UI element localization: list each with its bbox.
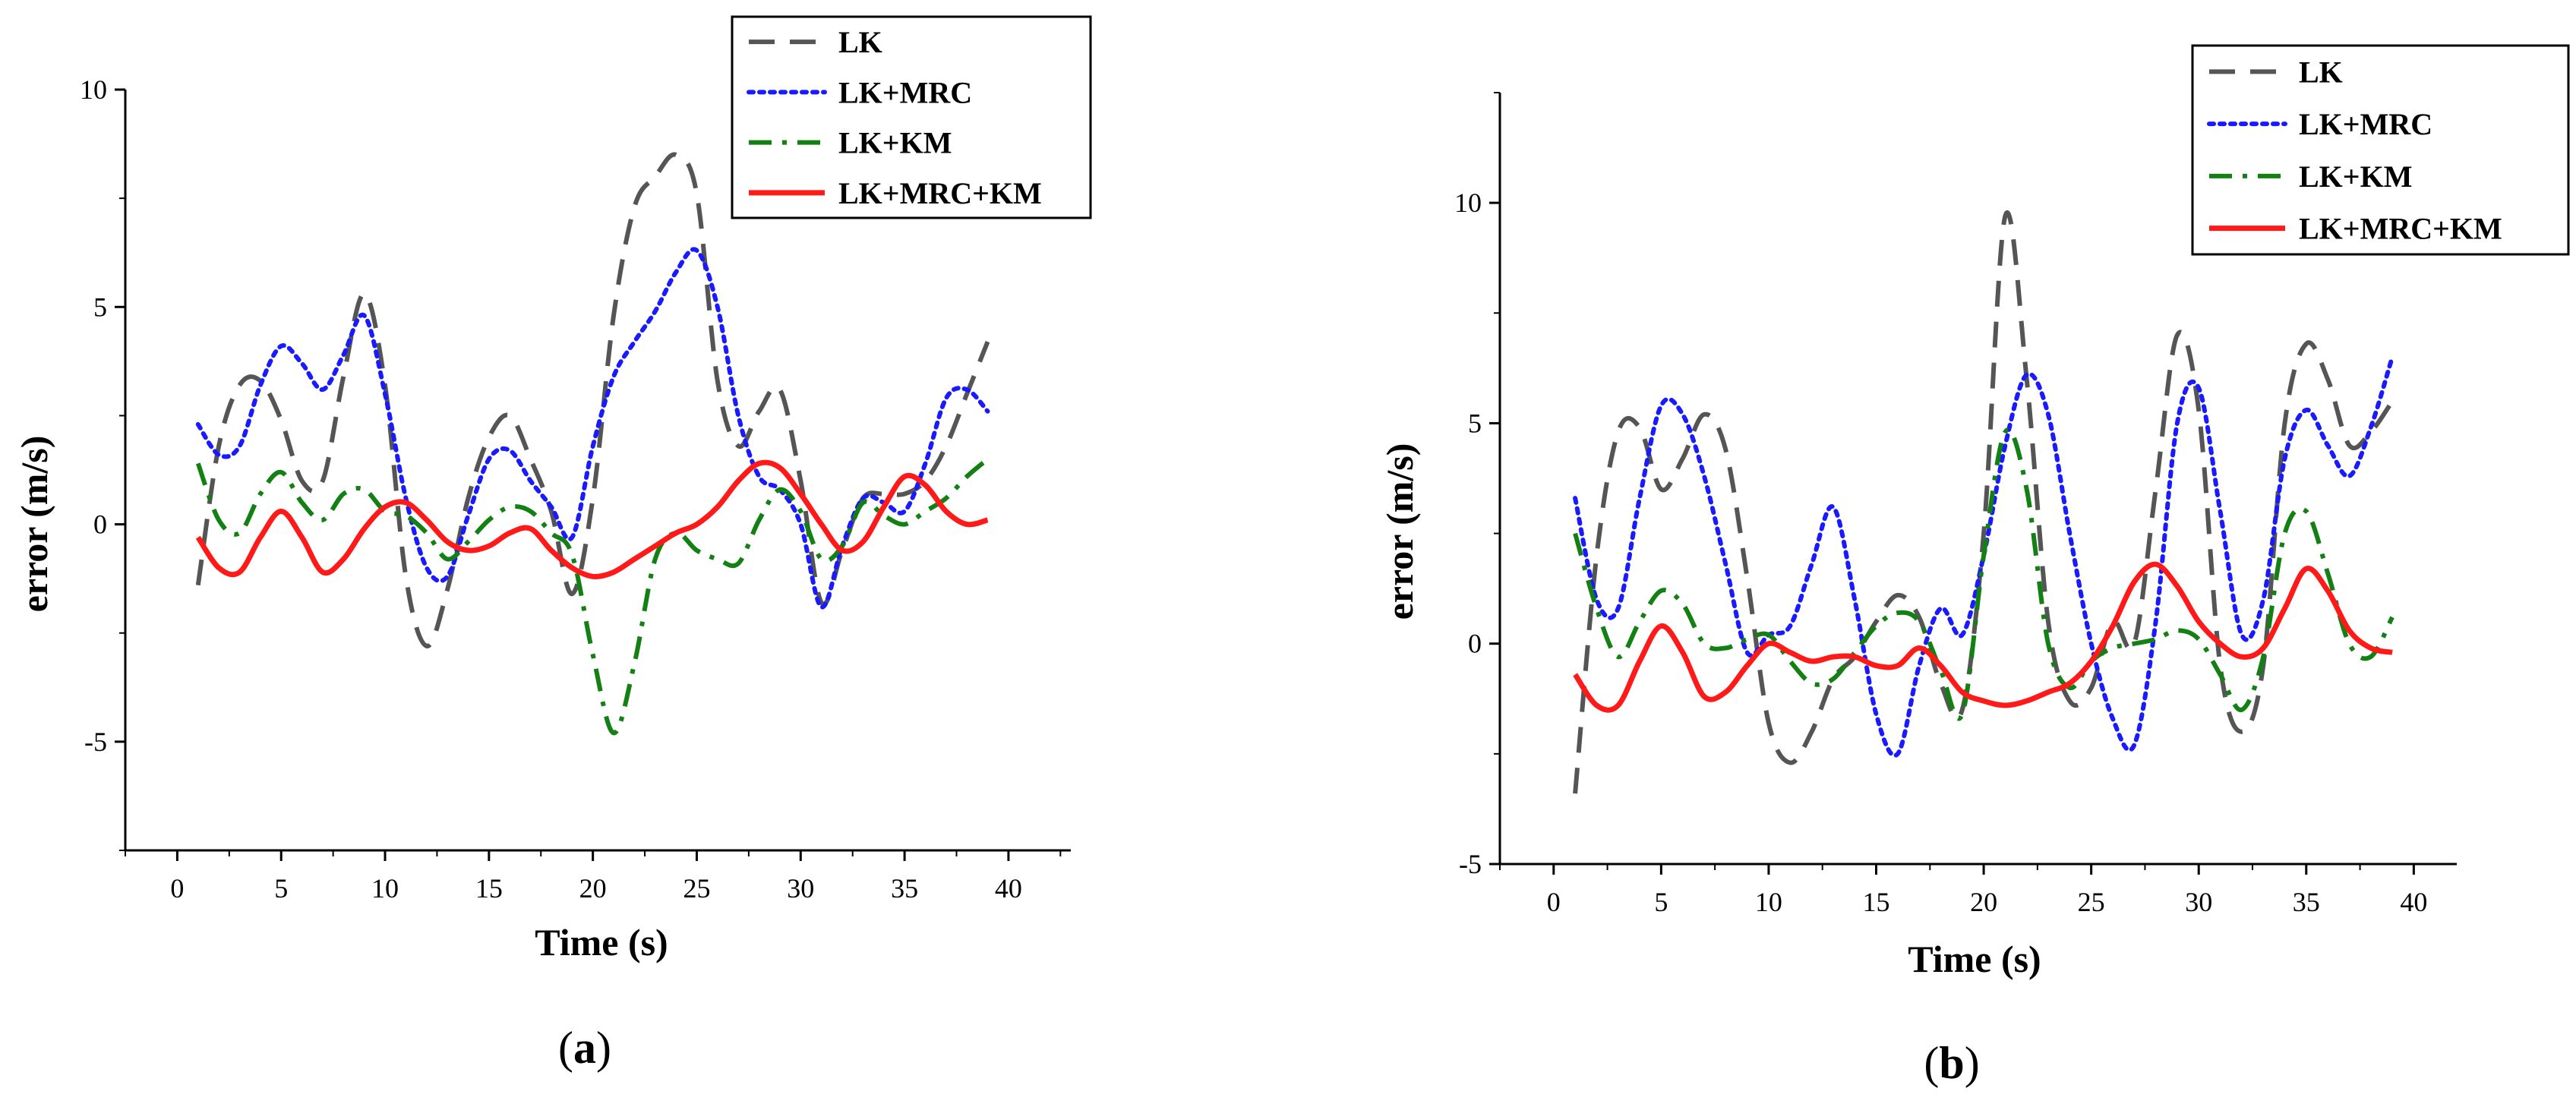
chart0-x-tick-label: 25 — [683, 873, 710, 904]
chart1-series-lk-mrc-km — [1573, 561, 2393, 713]
chart1-x-tick-label: 40 — [2400, 887, 2427, 917]
chart1-legend-label: LK — [2299, 55, 2343, 89]
chart0-x-tick-label: 10 — [371, 873, 399, 904]
chart0-legend-label: LK+MRC — [838, 75, 972, 109]
panel-a: 0 5 10 15 20 25 30 35 40 -5 0 5 10 Time (s) error (m/s… — [13, 15, 1092, 1073]
chart0-series-lk-mrc — [195, 247, 990, 610]
chart0-legend-label: LK+KM — [838, 126, 952, 160]
chart0-panel-label: (a) — [558, 1023, 611, 1073]
chart0-y-tick-label: 10 — [80, 74, 107, 105]
chart0-y-tick-label: 5 — [93, 292, 107, 322]
chart0-x-tick-label: 30 — [787, 873, 814, 904]
chart1-x-tick-label: 35 — [2293, 887, 2320, 917]
chart1-series-lk — [1573, 210, 2394, 794]
chart0-x-tick-label: 15 — [475, 873, 503, 904]
chart0-x-tick-label: 35 — [891, 873, 918, 904]
chart0-x-tick-label: 20 — [579, 873, 607, 904]
chart1-panel-label: (b) — [1924, 1038, 1979, 1088]
chart1-x-tick-label: 25 — [2078, 887, 2105, 917]
chart0-series-lk-km — [195, 457, 990, 736]
chart1-legend — [2191, 44, 2570, 256]
chart0-x-axis-label: Time (s) — [535, 921, 668, 964]
chart1-y-tick-label: -5 — [1459, 849, 1482, 879]
chart0-legend — [731, 15, 1092, 219]
chart1-x-tick-label: 0 — [1547, 887, 1561, 917]
chart1-x-tick-label: 30 — [2185, 887, 2212, 917]
chart0-series-lk-mrc-km — [195, 459, 989, 579]
chart1-x-tick-label: 20 — [1970, 887, 1997, 917]
chart1-x-tick-label: 15 — [1863, 887, 1890, 917]
chart0-series-lk — [195, 152, 990, 648]
chart0-y-tick-label: 0 — [93, 509, 107, 540]
chart1-legend-label: LK+MRC+KM — [2299, 212, 2502, 246]
chart1-legend-label: LK+KM — [2299, 159, 2412, 194]
chart0-x-tick-label: 40 — [995, 873, 1022, 904]
chart0-legend-label: LK+MRC+KM — [838, 176, 1042, 210]
chart1-series-lk-km — [1573, 427, 2394, 721]
chart1-x-tick-label: 10 — [1755, 887, 1782, 917]
chart1-x-tick-label: 5 — [1654, 887, 1668, 917]
chart1-y-axis-label: error (m/s) — [1378, 443, 1421, 620]
chart1-y-tick-label: 10 — [1454, 188, 1482, 218]
chart0-x-tick-label: 0 — [170, 873, 184, 904]
chart0-y-axis-label: error (m/s) — [13, 436, 55, 613]
chart1-x-axis-label: Time (s) — [1908, 938, 2041, 980]
chart1-y-tick-label: 0 — [1468, 629, 1482, 659]
chart1-y-tick-label: 5 — [1468, 408, 1482, 438]
chart1-legend-label: LK+MRC — [2299, 107, 2432, 141]
chart0-y-tick-label: -5 — [84, 727, 107, 757]
chart0-x-tick-label: 5 — [274, 873, 288, 904]
chart1-series-lk-mrc — [1573, 355, 2395, 758]
chart0-legend-label: LK — [838, 25, 882, 59]
panel-b: 0 5 10 15 20 25 30 35 40 -5 0 5 10 Time (s) error (m/s… — [1378, 44, 2570, 1088]
